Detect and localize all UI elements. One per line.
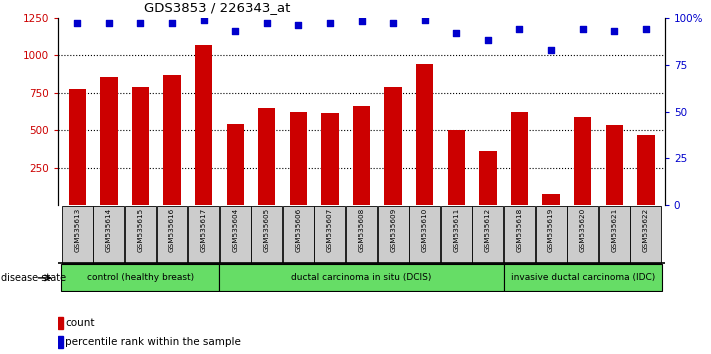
- Text: invasive ductal carcinoma (IDC): invasive ductal carcinoma (IDC): [510, 273, 655, 282]
- Point: [324, 21, 336, 26]
- Point: [166, 21, 178, 26]
- FancyBboxPatch shape: [346, 206, 377, 263]
- FancyBboxPatch shape: [125, 206, 156, 263]
- Point: [514, 26, 525, 32]
- Bar: [58, 336, 63, 348]
- Text: GDS3853 / 226343_at: GDS3853 / 226343_at: [144, 1, 290, 14]
- FancyBboxPatch shape: [314, 206, 346, 263]
- Bar: [258, 108, 275, 205]
- FancyBboxPatch shape: [188, 206, 219, 263]
- Point: [103, 21, 114, 26]
- Bar: [68, 89, 86, 205]
- Bar: [510, 112, 528, 205]
- Point: [545, 47, 557, 52]
- Point: [387, 21, 399, 26]
- FancyBboxPatch shape: [567, 206, 598, 263]
- Text: GSM535605: GSM535605: [264, 208, 269, 252]
- Text: GSM535615: GSM535615: [137, 208, 144, 252]
- FancyBboxPatch shape: [220, 264, 503, 291]
- Point: [261, 21, 272, 26]
- FancyBboxPatch shape: [251, 206, 282, 263]
- Point: [577, 26, 588, 32]
- Text: ductal carcinoma in situ (DCIS): ductal carcinoma in situ (DCIS): [292, 273, 432, 282]
- Text: GSM535607: GSM535607: [327, 208, 333, 252]
- Text: disease state: disease state: [1, 273, 66, 283]
- FancyBboxPatch shape: [504, 206, 535, 263]
- Bar: [227, 124, 244, 205]
- Text: GSM535613: GSM535613: [74, 208, 80, 252]
- Text: percentile rank within the sample: percentile rank within the sample: [65, 337, 241, 347]
- Text: GSM535606: GSM535606: [295, 208, 301, 252]
- Text: GSM535616: GSM535616: [169, 208, 175, 252]
- Bar: [416, 64, 434, 205]
- Text: GSM535622: GSM535622: [643, 208, 649, 252]
- Text: GSM535611: GSM535611: [454, 208, 459, 252]
- Point: [293, 22, 304, 28]
- Bar: [164, 75, 181, 205]
- FancyBboxPatch shape: [410, 206, 440, 263]
- FancyBboxPatch shape: [472, 206, 503, 263]
- Bar: [385, 87, 402, 205]
- FancyBboxPatch shape: [378, 206, 409, 263]
- Point: [609, 28, 620, 34]
- Text: GSM535619: GSM535619: [548, 208, 554, 252]
- Point: [451, 30, 462, 35]
- Point: [135, 21, 146, 26]
- Text: control (healthy breast): control (healthy breast): [87, 273, 194, 282]
- Bar: [448, 130, 465, 205]
- FancyBboxPatch shape: [631, 206, 661, 263]
- Bar: [353, 105, 370, 205]
- Text: GSM535610: GSM535610: [422, 208, 428, 252]
- Text: GSM535609: GSM535609: [390, 208, 396, 252]
- Bar: [574, 117, 592, 205]
- FancyBboxPatch shape: [220, 206, 251, 263]
- Text: GSM535617: GSM535617: [201, 208, 207, 252]
- FancyBboxPatch shape: [156, 206, 188, 263]
- Bar: [289, 112, 307, 205]
- FancyBboxPatch shape: [535, 206, 567, 263]
- FancyBboxPatch shape: [93, 206, 124, 263]
- Bar: [100, 77, 117, 205]
- Text: GSM535604: GSM535604: [232, 208, 238, 252]
- Text: GSM535614: GSM535614: [106, 208, 112, 252]
- Point: [482, 38, 493, 43]
- Bar: [606, 125, 623, 205]
- Text: GSM535618: GSM535618: [516, 208, 523, 252]
- FancyBboxPatch shape: [599, 206, 630, 263]
- Point: [198, 17, 209, 22]
- Bar: [132, 87, 149, 205]
- Bar: [58, 316, 63, 329]
- Bar: [479, 150, 496, 205]
- Point: [419, 17, 430, 22]
- FancyBboxPatch shape: [61, 264, 220, 291]
- FancyBboxPatch shape: [283, 206, 314, 263]
- Bar: [321, 113, 338, 205]
- Text: count: count: [65, 318, 95, 327]
- Text: GSM535620: GSM535620: [579, 208, 586, 252]
- Point: [230, 28, 241, 34]
- Bar: [195, 45, 213, 205]
- Bar: [637, 135, 655, 205]
- Text: GSM535612: GSM535612: [485, 208, 491, 252]
- Text: GSM535621: GSM535621: [611, 208, 617, 252]
- Point: [640, 26, 651, 32]
- Bar: [542, 194, 560, 205]
- FancyBboxPatch shape: [62, 206, 92, 263]
- Point: [356, 19, 367, 24]
- FancyBboxPatch shape: [441, 206, 472, 263]
- Text: GSM535608: GSM535608: [358, 208, 365, 252]
- FancyBboxPatch shape: [503, 264, 662, 291]
- Point: [72, 21, 83, 26]
